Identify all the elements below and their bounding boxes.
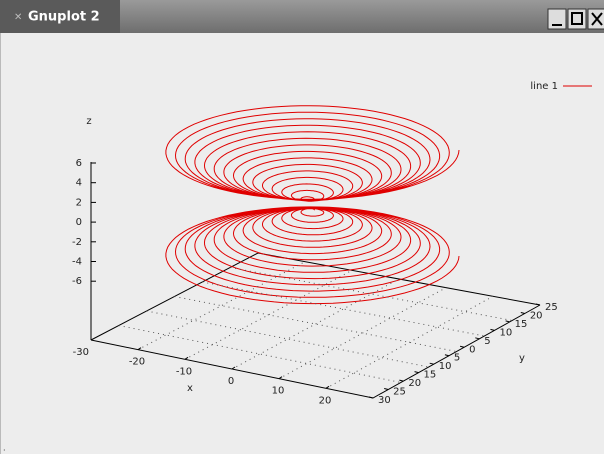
y-tick xyxy=(368,396,374,399)
y-tick xyxy=(490,328,495,331)
y-tick-label: 25 xyxy=(545,302,558,313)
x-tick-label: -20 xyxy=(129,357,145,368)
y-tick-label: 5 xyxy=(484,336,490,347)
x-tick xyxy=(325,385,330,389)
y-tick xyxy=(414,371,419,374)
x-tick xyxy=(137,347,142,351)
z-tick-label: -2 xyxy=(72,237,82,248)
z-tick-label: -4 xyxy=(72,257,82,268)
y-label: y xyxy=(519,353,525,364)
x-label: x xyxy=(187,383,193,394)
y-tick-label: 30 xyxy=(378,395,391,406)
z-tick-label: 0 xyxy=(76,217,82,228)
x-tick-label: 0 xyxy=(228,376,234,387)
window-buttons[interactable] xyxy=(547,8,604,30)
window-title: Gnuplot 2 xyxy=(28,10,100,25)
grid-line xyxy=(278,287,447,380)
y-tick xyxy=(444,354,450,357)
z-tick-label: 6 xyxy=(76,158,82,169)
y-tick xyxy=(505,320,510,323)
z-tick-label: 4 xyxy=(76,178,82,189)
x-tick-label: -10 xyxy=(176,366,192,377)
window-icon: ✕ xyxy=(14,12,22,23)
y-tick-label: 20 xyxy=(408,378,421,389)
y-tick xyxy=(459,345,465,348)
y-tick xyxy=(384,388,389,391)
x-tick-label: 10 xyxy=(272,386,285,397)
legend-label: line 1 xyxy=(530,81,558,92)
x-tick-label: 20 xyxy=(319,395,332,406)
y-tick xyxy=(520,311,525,314)
x-tick-label: -30 xyxy=(73,347,89,358)
y-tick xyxy=(399,379,404,382)
z-label: z xyxy=(86,116,91,127)
y-tick-label: 20 xyxy=(530,310,543,321)
y-tick-label: 10 xyxy=(439,361,452,372)
x-tick xyxy=(184,356,189,360)
y-tick-label: 10 xyxy=(499,327,512,338)
y-tick xyxy=(429,362,434,365)
grid-line xyxy=(325,295,494,389)
y-tick xyxy=(535,303,541,306)
y-tick-label: 15 xyxy=(424,370,437,381)
title-tab xyxy=(0,0,120,33)
curve xyxy=(165,105,460,305)
x-tick xyxy=(231,366,236,370)
corner-dot: . xyxy=(3,444,6,453)
z-tick-label: -6 xyxy=(72,276,82,287)
y-tick xyxy=(475,337,480,340)
y-tick-label: 25 xyxy=(393,387,406,398)
z-tick-label: 2 xyxy=(76,197,82,208)
y-tick-label: 0 xyxy=(469,344,475,355)
y-tick-label: 5 xyxy=(454,353,460,364)
y-tick-label: 15 xyxy=(515,319,528,330)
x-tick xyxy=(278,376,283,380)
